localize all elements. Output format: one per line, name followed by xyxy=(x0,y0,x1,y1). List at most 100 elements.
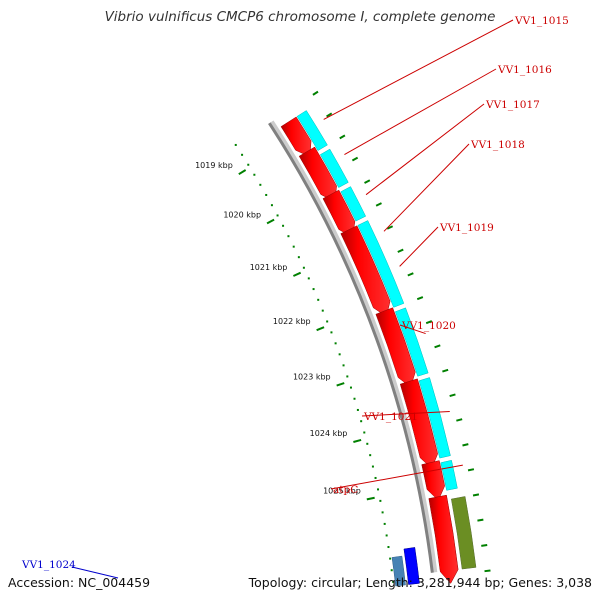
scale-dot xyxy=(374,476,377,479)
outer-tick xyxy=(442,368,449,373)
major-tick xyxy=(238,169,247,176)
scale-dot xyxy=(282,224,285,227)
outer-tick xyxy=(472,493,480,497)
gene-label: VV1_1016 xyxy=(497,64,552,76)
cds-forward-arrow xyxy=(399,378,438,469)
gene-label: VV1_1019 xyxy=(439,222,494,234)
scale-dot xyxy=(342,364,345,367)
scale-dot xyxy=(241,153,244,156)
scale-dot xyxy=(349,386,352,389)
outer-tick xyxy=(312,90,319,96)
scale-dot xyxy=(292,245,295,248)
scale-label: 1020 kbp xyxy=(223,210,261,219)
outer-tick xyxy=(425,320,433,325)
gene-label: atpC xyxy=(333,484,358,496)
outer-tick xyxy=(407,272,414,277)
scale-dot xyxy=(366,442,369,445)
gene-label-leader xyxy=(383,143,470,232)
scale-dot xyxy=(307,277,310,280)
scale-ticks: 1019 kbp 1020 kbp 1021 kbp 1022 kbp 1023 kbp… xyxy=(195,90,491,583)
gene-label-leader xyxy=(71,566,119,579)
scale-dot xyxy=(379,499,382,502)
outer-tick xyxy=(484,569,491,573)
scale-dot xyxy=(326,320,329,323)
scale-label: 1021 kbp xyxy=(250,263,288,272)
orf-segment xyxy=(340,186,367,222)
scale-dot xyxy=(297,256,300,259)
scale-dot xyxy=(317,298,320,301)
gene-label-leader xyxy=(399,226,439,267)
reverse-cds xyxy=(391,555,406,587)
major-tick xyxy=(353,438,362,443)
scale-dot xyxy=(234,143,237,146)
cds-forward-arrow xyxy=(375,307,416,388)
gene-labels: VV1_1015 VV1_1016 VV1_1017 VV1_1018 VV1_1019… xyxy=(21,15,569,579)
scale-dot xyxy=(392,580,395,583)
gene-label-leader xyxy=(330,464,463,490)
major-tick xyxy=(336,382,345,387)
outer-tick xyxy=(416,296,424,301)
cds-forward-arrow xyxy=(421,460,445,501)
gene-label-leader xyxy=(323,19,514,120)
scale-dot xyxy=(321,309,324,312)
cds-forward-arrow xyxy=(428,494,459,584)
scale-dot xyxy=(377,488,380,491)
scale-dot xyxy=(356,408,359,411)
outer-tick xyxy=(364,179,371,184)
orf-segment xyxy=(296,110,328,151)
scale-dot xyxy=(360,420,363,423)
orf-segment xyxy=(357,220,405,308)
backbone-shadow xyxy=(268,120,438,573)
major-tick xyxy=(266,218,275,225)
scale-dot xyxy=(259,183,262,186)
cds-forward-arrow xyxy=(340,225,391,317)
outer-tick xyxy=(326,112,333,118)
scale-dot xyxy=(385,534,388,537)
genome-stats: Topology: circular; Length: 3,281,944 bp… xyxy=(248,575,592,590)
major-tick xyxy=(316,326,325,332)
trna-segment xyxy=(451,496,477,570)
scale-dot xyxy=(330,331,333,334)
scale-dot xyxy=(353,397,356,400)
gene-label: VV1_1020 xyxy=(401,320,456,332)
scale-dot xyxy=(381,511,384,514)
orf-segment xyxy=(319,148,349,188)
scale-dot xyxy=(338,353,341,356)
backbone-ring xyxy=(268,120,438,573)
outer-tick xyxy=(477,518,484,522)
gene-label: VV1_1024 xyxy=(21,559,76,571)
scale-dot xyxy=(363,431,366,434)
scale-dot xyxy=(346,375,349,378)
major-tick xyxy=(366,496,375,501)
scale-dot xyxy=(276,214,279,217)
gene-label: VV1_1018 xyxy=(470,139,525,151)
scale-dot xyxy=(287,235,290,238)
orf-segment xyxy=(440,459,458,491)
outer-tick xyxy=(456,418,463,422)
scale-label: 1024 kbp xyxy=(310,429,348,438)
outer-tick xyxy=(386,225,394,230)
outer-tick xyxy=(397,248,404,253)
gene-label-leader xyxy=(365,103,485,196)
gene-label-leader xyxy=(399,324,426,335)
accession-text: Accession: NC_004459 xyxy=(8,575,151,590)
outer-tick xyxy=(339,134,346,140)
backbone-line xyxy=(268,122,434,573)
scale-dot xyxy=(387,546,390,549)
scale-dot xyxy=(302,266,305,269)
gene-label-leader xyxy=(344,68,497,155)
scale-dot xyxy=(389,557,392,560)
scale-label: 1025 kbp xyxy=(323,486,361,495)
scale-dot xyxy=(247,163,250,166)
scale-dot xyxy=(383,522,386,525)
feature-tracks[interactable] xyxy=(280,110,477,587)
outer-tick xyxy=(481,544,488,547)
outer-tick xyxy=(434,344,441,349)
scale-label: 1023 kbp xyxy=(293,373,331,382)
outer-tick xyxy=(462,443,469,447)
blast-hit xyxy=(403,547,420,585)
scale-dot xyxy=(369,454,372,457)
gene-label: VV1_1017 xyxy=(485,99,540,111)
gene-label: VV1_1021 xyxy=(363,411,418,423)
